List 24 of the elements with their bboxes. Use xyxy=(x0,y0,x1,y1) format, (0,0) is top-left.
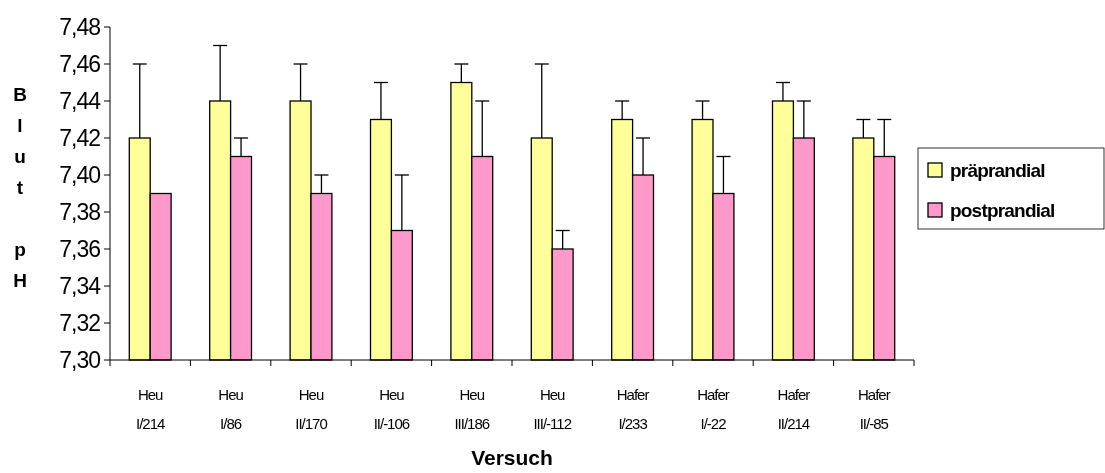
y-tick-label: 7,46 xyxy=(59,51,101,78)
y-tick-label: 7,48 xyxy=(59,14,101,41)
y-tick-label: 7,34 xyxy=(59,273,102,300)
y-tick-label: 7,32 xyxy=(59,310,101,337)
x-tick-label: Hafer I/-22 xyxy=(697,386,730,432)
text: Blut pH xyxy=(13,84,27,291)
legend-label: präprandial xyxy=(950,159,1045,181)
y-tick-label: 7,44 xyxy=(59,88,102,115)
x-tick-label: Heu III/-112 xyxy=(533,386,572,432)
x-tick-label: Hafer II/-85 xyxy=(857,386,891,432)
x-tick-label: Hafer I/233 xyxy=(616,386,650,432)
x-tick-label: Heu I/86 xyxy=(218,386,244,432)
legend-label: postprandial xyxy=(950,199,1055,221)
x-tick-label: Heu III/186 xyxy=(454,386,490,432)
y-tick-label: 7,30 xyxy=(59,347,101,374)
x-axis-title: Versuch xyxy=(471,446,553,469)
x-tick-label: Heu II/-106 xyxy=(373,386,410,432)
y-tick-label: 7,42 xyxy=(59,125,101,152)
y-tick-label: 7,38 xyxy=(59,199,101,226)
y-tick-label: 7,40 xyxy=(59,162,101,189)
y-tick-label: 7,36 xyxy=(59,236,101,263)
x-tick-label: Heu II/170 xyxy=(295,386,328,432)
x-tick-label: Hafer II/214 xyxy=(777,386,811,432)
x-tick-label: Heu I/214 xyxy=(136,386,166,432)
